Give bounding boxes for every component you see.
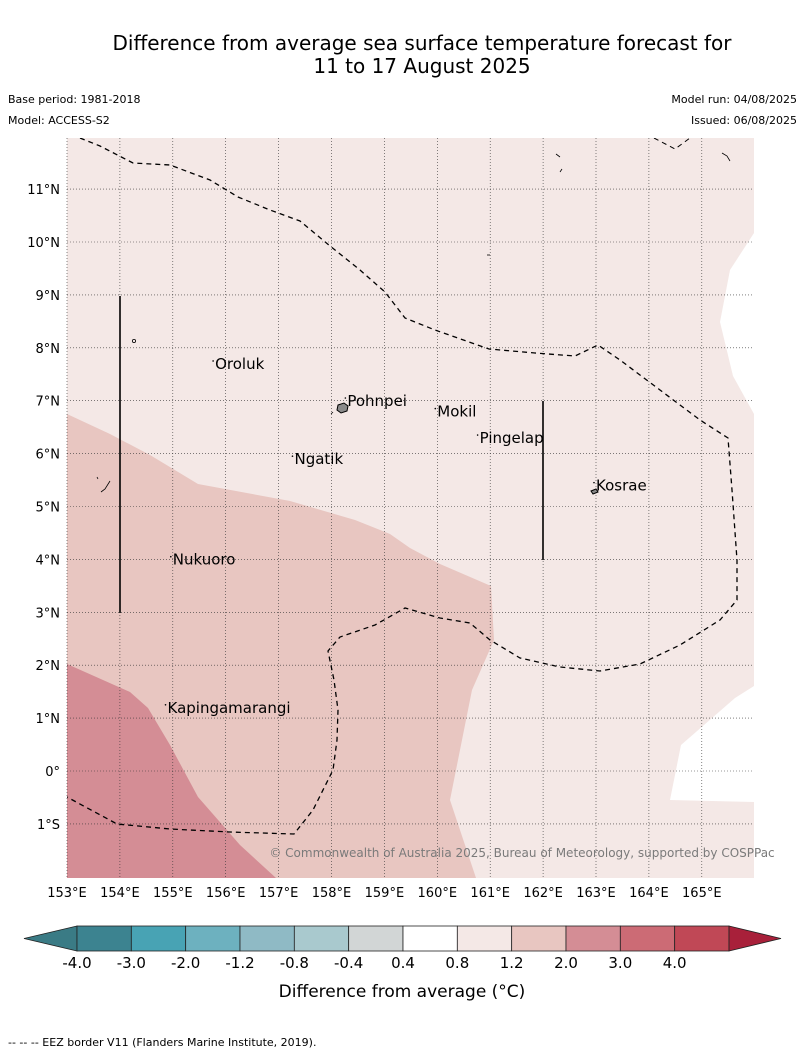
colorbar-under-arrow — [23, 925, 78, 952]
longitude-label: 155°E — [153, 886, 193, 901]
place-marker — [212, 360, 214, 362]
colorbar-tick: 4.0 — [663, 954, 687, 972]
colorbar-tick: -2.0 — [171, 954, 200, 972]
axis-labels: 11°N 10°N 9°N 8°N 7°N 6°N 5°N 4°N 3°N 2°N 1°N 0° 1°S… — [27, 183, 721, 901]
place-label: Kapingamarangi — [168, 699, 291, 717]
latitude-label: 4°N — [36, 553, 61, 568]
colorbar-segment — [619, 925, 676, 952]
colorbar-segment — [511, 925, 567, 952]
sst-anomaly-field — [67, 138, 754, 878]
kosrae-island — [590, 488, 599, 495]
colorbar-over-arrow — [728, 925, 782, 952]
colorbar-tick: -0.4 — [334, 954, 363, 972]
pohnpei-island — [336, 402, 349, 414]
place-marker — [291, 455, 294, 457]
colorbar-label: Difference from average (°C) — [279, 982, 526, 1002]
latitude-label: 0° — [45, 765, 60, 780]
longitude-label: 164°E — [629, 886, 669, 901]
islands — [96, 152, 731, 495]
longitude-label: 159°E — [365, 886, 405, 901]
place-label: Pingelap — [480, 429, 544, 447]
anomaly-region-near-zero-east — [720, 233, 754, 414]
colorbar-tick: 0.4 — [391, 954, 415, 972]
place-label: Oroluk — [215, 355, 264, 373]
model-run: Model run: 04/08/2025 — [671, 93, 797, 106]
longitude-label: 162°E — [523, 886, 563, 901]
islet-mark — [721, 152, 731, 162]
islet-mark — [330, 411, 334, 415]
latitude-label: 1°N — [36, 712, 61, 727]
latitude-label: 2°N — [36, 659, 61, 674]
colorbar-segment — [293, 925, 350, 952]
colorbar-segment — [130, 925, 187, 952]
eez-border-line — [67, 138, 738, 835]
map-title: Difference from average sea surface temp… — [40, 32, 804, 78]
latitude-label: 1°S — [37, 818, 60, 833]
islet-mark — [555, 153, 563, 173]
place-label: Ngatik — [294, 450, 343, 468]
place-marker — [344, 397, 347, 399]
place-label: Nukuoro — [173, 551, 236, 569]
place-label: Mokil — [437, 403, 476, 421]
longitude-label: 156°E — [206, 886, 246, 901]
cross-section-lines — [119, 296, 544, 613]
colorbar: -4.0 -3.0 -2.0 -1.2 -0.8 -0.4 0.4 0.8 1.2 2.0 3.0 4… — [23, 925, 782, 972]
latitude-label: 5°N — [36, 501, 61, 516]
colorbar-segment — [185, 925, 241, 952]
colorbar-segment — [565, 925, 621, 952]
latitude-label: 8°N — [36, 342, 61, 357]
colorbar-tick: -3.0 — [117, 954, 146, 972]
place-label: Kosrae — [596, 477, 647, 495]
islet-mark — [131, 338, 136, 343]
latitude-label: 10°N — [27, 236, 60, 251]
place-marker — [476, 434, 479, 436]
latitude-label: 11°N — [27, 183, 60, 198]
longitude-label: 163°E — [576, 886, 616, 901]
colorbar-segment — [239, 925, 295, 952]
issued-date: Issued: 06/08/2025 — [690, 114, 797, 127]
latitude-label: 3°N — [36, 606, 61, 621]
longitude-label: 153°E — [47, 886, 87, 901]
colorbar-tick: 0.8 — [445, 954, 469, 972]
eez-borders — [67, 138, 738, 835]
colorbar-tick: -1.2 — [225, 954, 254, 972]
title-line-1: Difference from average sea surface temp… — [112, 31, 732, 55]
islet-mark — [96, 476, 111, 493]
anomaly-region-near-zero-southeast — [670, 686, 754, 802]
latitude-label: 7°N — [36, 395, 61, 410]
place-marker — [170, 555, 172, 558]
colorbar-segment — [674, 925, 730, 952]
longitude-label: 157°E — [259, 886, 299, 901]
longitude-label: 161°E — [470, 886, 510, 901]
colorbar-tick: 2.0 — [554, 954, 578, 972]
eez-source-note: -- -- -- EEZ border V11 (Flanders Marine… — [8, 1036, 317, 1049]
base-period: Base period: 1981-2018 — [8, 93, 141, 106]
eez-border-north — [653, 138, 691, 150]
place-marker — [164, 704, 167, 706]
longitude-label: 154°E — [100, 886, 140, 901]
place-label: Pohnpei — [347, 392, 407, 410]
colorbar-tick: 3.0 — [608, 954, 632, 972]
colorbar-tick: -0.8 — [280, 954, 309, 972]
colorbar-segment — [348, 925, 404, 952]
title-line-2: 11 to 17 August 2025 — [313, 54, 531, 78]
longitude-label: 160°E — [418, 886, 458, 901]
place-marker — [593, 481, 595, 484]
colorbar-segment — [76, 925, 132, 952]
latitude-label: 6°N — [36, 448, 61, 463]
longitude-label: 158°E — [312, 886, 352, 901]
colorbar-tick: -4.0 — [62, 954, 91, 972]
colorbar-tick: 1.2 — [500, 954, 524, 972]
latitude-label: 9°N — [36, 289, 61, 304]
model-name: Model: ACCESS-S2 — [8, 114, 110, 127]
place-marker — [434, 407, 437, 410]
copyright-notice: © Commonwealth of Australia 2025, Bureau… — [269, 846, 774, 860]
colorbar-segment — [402, 925, 458, 952]
longitude-label: 165°E — [682, 886, 722, 901]
colorbar-segment — [456, 925, 513, 952]
